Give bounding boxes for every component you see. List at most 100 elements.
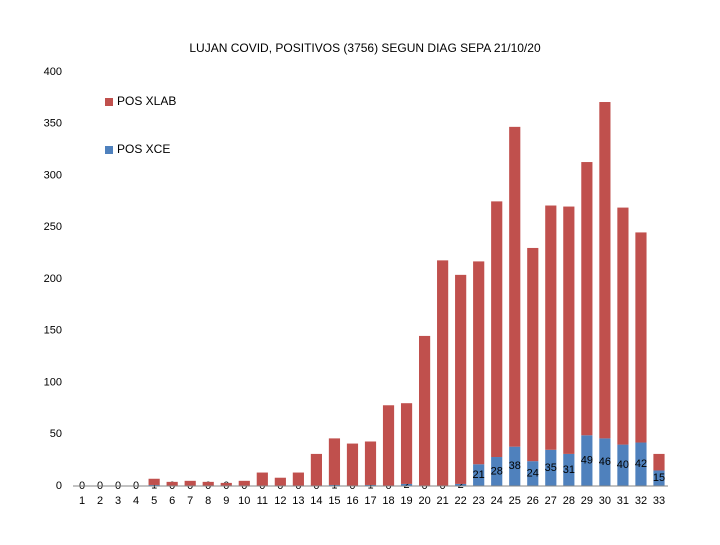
x-tick-label: 33 [653, 495, 665, 507]
x-tick-label: 9 [223, 495, 229, 507]
bar-segment [581, 162, 593, 436]
data-label: 1 [151, 479, 157, 491]
bar-segment [364, 484, 377, 486]
bar-segment [509, 446, 521, 486]
bar-segment [274, 477, 286, 486]
x-tick-label: 13 [292, 495, 304, 507]
bar-segment [310, 453, 322, 486]
x-tick-label: 23 [473, 495, 485, 507]
data-label: 15 [653, 472, 665, 484]
bar-segment [364, 441, 377, 485]
bar-segment [653, 470, 665, 486]
x-tick-label: 26 [527, 495, 539, 507]
bar-segment [148, 484, 160, 486]
bar-segment [220, 482, 232, 486]
data-label: 28 [491, 465, 503, 477]
y-tick-label: 350 [44, 118, 62, 130]
bar-segment [599, 102, 611, 439]
data-label: 49 [581, 455, 593, 467]
x-tick-label: 4 [133, 495, 139, 507]
bar-segment [563, 206, 575, 454]
data-label: 2 [458, 479, 464, 491]
bar-segment [599, 438, 611, 486]
bar-segment [527, 247, 539, 462]
bar-segment [328, 438, 341, 485]
x-tick-label: 8 [205, 495, 211, 507]
bar-segment [400, 483, 413, 486]
bar-segment [491, 457, 503, 486]
x-tick-label: 7 [187, 495, 193, 507]
x-tick-label: 31 [617, 495, 629, 507]
bar-segment [563, 453, 575, 486]
bar-segment [545, 449, 557, 486]
bar-segment [382, 405, 395, 486]
x-tick-label: 17 [364, 495, 376, 507]
x-tick-label: 27 [545, 495, 557, 507]
bar-segment [400, 403, 413, 484]
y-tick-label: 300 [44, 169, 62, 181]
legend-swatch [105, 98, 113, 106]
x-tick-label: 19 [400, 495, 412, 507]
bar-segment [328, 484, 341, 486]
x-tick-label: 2 [97, 495, 103, 507]
data-label: 38 [509, 460, 521, 472]
bar-segment [419, 335, 431, 486]
x-tick-label: 1 [79, 495, 85, 507]
x-tick-label: 32 [635, 495, 647, 507]
data-label: 1 [367, 479, 373, 491]
x-tick-label: 24 [491, 495, 503, 507]
y-tick-label: 100 [44, 376, 62, 388]
bar-segment [202, 481, 214, 486]
bar-segment [184, 480, 196, 486]
data-label: 46 [599, 456, 611, 468]
bar-segment [509, 126, 521, 447]
x-tick-label: 11 [257, 495, 268, 507]
bar-segment [617, 207, 629, 445]
bar-segment [473, 464, 485, 486]
bar-segment [455, 274, 467, 484]
bar-segment [238, 480, 250, 486]
bar-segment [148, 478, 160, 485]
x-tick-label: 15 [328, 495, 340, 507]
data-label: 42 [635, 458, 647, 470]
y-tick-label: 400 [44, 66, 62, 78]
y-tick-label: 200 [44, 273, 62, 285]
chart-title: LUJAN COVID, POSITIVOS (3756) SEGUN DIAG… [189, 41, 541, 55]
data-label: 31 [563, 464, 575, 476]
bar-segment [346, 443, 359, 486]
x-tick-label: 6 [169, 495, 175, 507]
data-label: 1 [331, 479, 337, 491]
x-tick-label: 21 [436, 495, 448, 507]
bar-segment [581, 435, 593, 486]
bar-segment [455, 483, 467, 486]
x-tick-label: 30 [599, 495, 611, 507]
bar-segment [491, 201, 503, 458]
data-label: 21 [473, 469, 485, 481]
x-tick-label: 28 [563, 495, 575, 507]
x-tick-label: 20 [418, 495, 430, 507]
bar-segment [256, 472, 268, 486]
legend-swatch [105, 146, 113, 154]
data-label: 40 [617, 459, 629, 471]
y-tick-label: 0 [56, 480, 62, 492]
y-tick-label: 250 [44, 221, 62, 233]
bar-segment [653, 453, 665, 471]
bar-segment [292, 472, 304, 486]
data-label: 35 [545, 462, 557, 474]
x-tick-label: 10 [238, 495, 250, 507]
bar-segment [166, 481, 178, 486]
x-tick-label: 22 [455, 495, 467, 507]
data-label: 2 [403, 479, 409, 491]
x-tick-label: 12 [274, 495, 286, 507]
legend-label: POS XCE [117, 142, 170, 156]
x-tick-label: 14 [310, 495, 322, 507]
y-tick-label: 150 [44, 325, 62, 337]
x-tick-label: 3 [115, 495, 121, 507]
data-label: 24 [527, 467, 539, 479]
bar-segment [545, 205, 557, 450]
x-tick-label: 16 [346, 495, 358, 507]
x-tick-label: 25 [509, 495, 521, 507]
bar-segment [527, 461, 539, 486]
y-tick-label: 50 [50, 428, 62, 440]
